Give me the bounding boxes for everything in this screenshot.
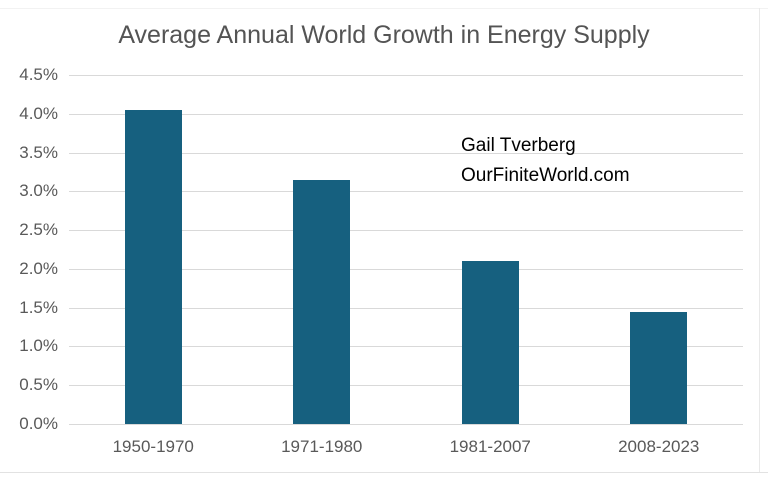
y-axis-tick-label: 0.0%: [19, 414, 58, 433]
gridline-0.0%: [69, 424, 743, 425]
bar-1950-1970: [124, 109, 182, 424]
gridline-4.0%: [69, 113, 743, 115]
watermark-site: OurFiniteWorld.com: [461, 165, 630, 186]
x-axis-category-label: 2008-2023: [618, 437, 700, 456]
y-axis-tick-label: 3.5%: [19, 142, 58, 162]
gridline-3.0%: [69, 191, 743, 193]
gridline-3.5%: [69, 152, 743, 154]
frame-border-top: [0, 8, 768, 9]
frame-border-right: [759, 8, 760, 473]
gridline-1.5%: [69, 307, 743, 309]
watermark: Gail Tverberg OurFiniteWorld.com: [461, 131, 630, 191]
y-axis-tick-label: 0.5%: [19, 375, 58, 395]
x-axis-category-label: 1950-1970: [112, 437, 194, 456]
gridline-1.0%: [69, 346, 743, 348]
y-axis-tick-label: 2.0%: [19, 258, 58, 278]
x-axis-category-label: 1971-1980: [281, 437, 363, 456]
gridline-4.5%: [69, 75, 743, 76]
y-axis-tick-label: 1.0%: [19, 336, 58, 356]
frame-border-bottom: [0, 472, 768, 473]
y-axis-tick-label: 3.0%: [19, 181, 58, 201]
x-axis-category-label: 1981-2007: [449, 437, 531, 456]
watermark-author: Gail Tverberg: [461, 135, 576, 156]
chart-title: Average Annual World Growth in Energy Su…: [118, 21, 650, 49]
bar-1981-2007: [461, 261, 519, 424]
gridline-2.0%: [69, 268, 743, 270]
gridline-0.5%: [69, 385, 743, 387]
y-axis-tick-label: 4.5%: [19, 65, 58, 84]
bar-2008-2023: [630, 311, 688, 424]
y-axis-tick-label: 2.5%: [19, 220, 58, 240]
bar-1971-1980: [293, 179, 351, 424]
gridline-2.5%: [69, 230, 743, 232]
y-axis-tick-label: 1.5%: [19, 297, 58, 317]
y-axis-tick-label: 4.0%: [19, 103, 58, 123]
